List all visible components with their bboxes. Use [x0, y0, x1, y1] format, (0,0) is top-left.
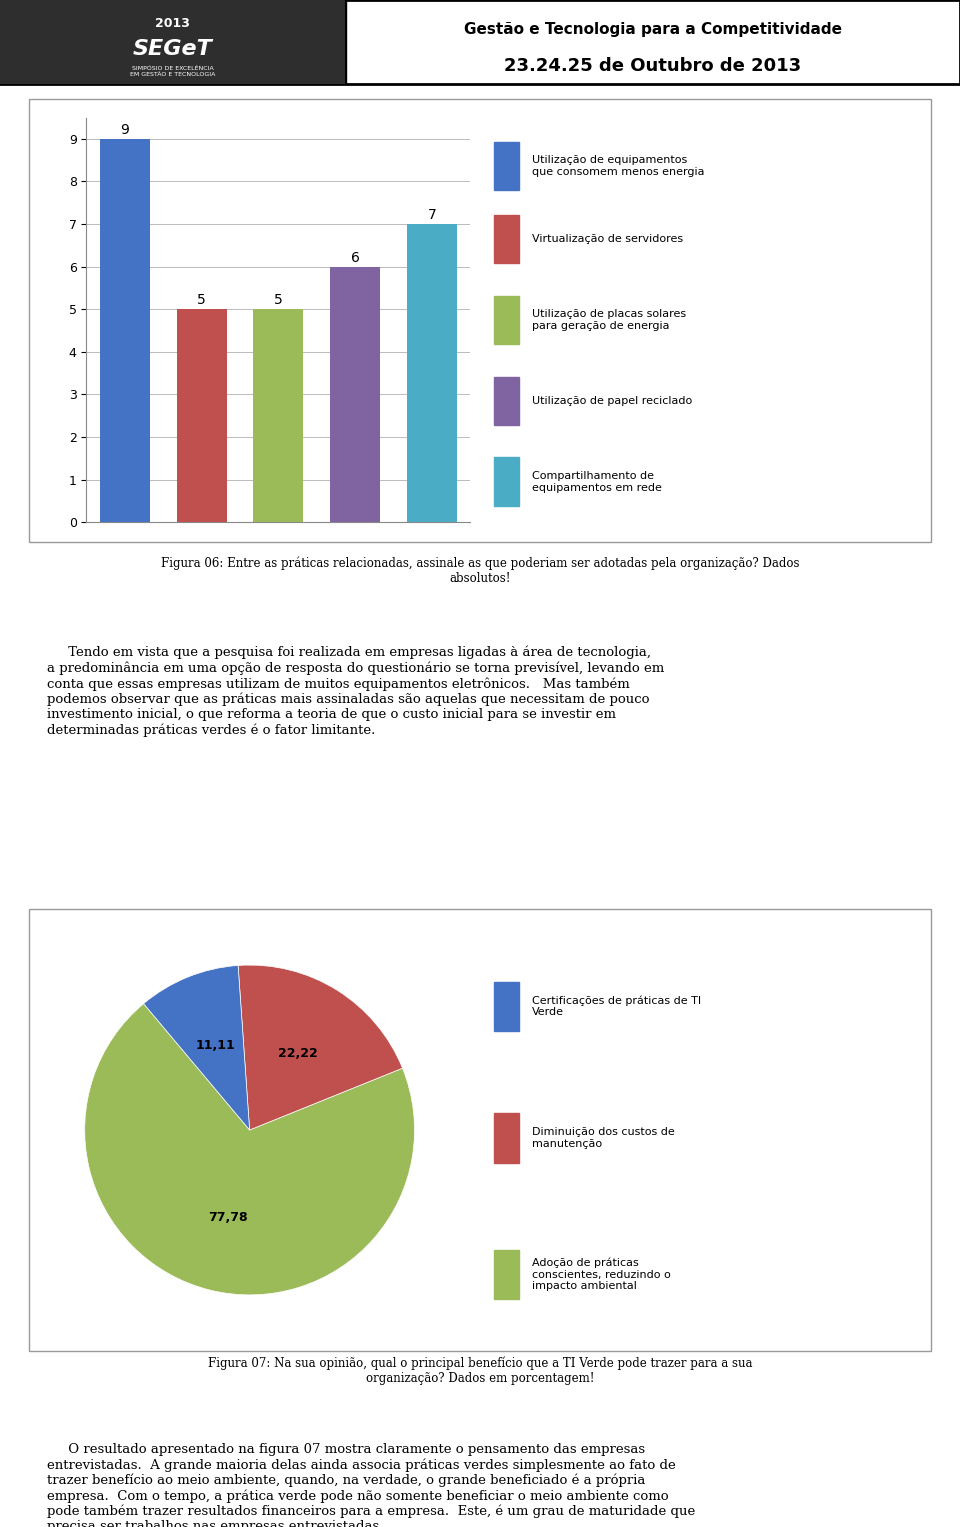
Bar	[100, 139, 150, 522]
FancyBboxPatch shape	[0, 0, 960, 84]
FancyBboxPatch shape	[29, 99, 931, 542]
Text: 77,78: 77,78	[208, 1211, 248, 1225]
Bar	[493, 296, 519, 344]
Text: Adoção de práticas
conscientes, reduzindo o
impacto ambiental: Adoção de práticas conscientes, reduzind…	[532, 1257, 671, 1292]
Bar	[493, 142, 519, 191]
Text: Figura 06: Entre as práticas relacionadas, assinale as que poderiam ser adotadas: Figura 06: Entre as práticas relacionada…	[160, 556, 800, 585]
Wedge shape	[84, 1003, 415, 1295]
Text: 11,11: 11,11	[196, 1040, 235, 1052]
Text: Figura 07: Na sua opinião, qual o principal benefício que a TI Verde pode trazer: Figura 07: Na sua opinião, qual o princi…	[207, 1356, 753, 1385]
Text: 7: 7	[427, 208, 437, 221]
Bar	[493, 215, 519, 263]
Text: Certificações de práticas de TI
Verde: Certificações de práticas de TI Verde	[532, 996, 701, 1017]
Bar	[493, 1113, 519, 1164]
Text: 5: 5	[274, 293, 283, 307]
Text: 22,22: 22,22	[277, 1046, 318, 1060]
Wedge shape	[238, 965, 402, 1130]
Wedge shape	[144, 965, 250, 1130]
Text: Compartilhamento de
equipamentos em rede: Compartilhamento de equipamentos em rede	[532, 470, 661, 493]
Text: 5: 5	[197, 293, 206, 307]
Bar	[253, 310, 303, 522]
Bar	[330, 267, 380, 522]
Text: Utilização de equipamentos
que consomem menos energia: Utilização de equipamentos que consomem …	[532, 156, 705, 177]
Bar	[0, 0, 346, 84]
Text: 6: 6	[350, 250, 360, 264]
Text: Diminuição dos custos de
manutenção: Diminuição dos custos de manutenção	[532, 1127, 675, 1148]
Text: SEGeT: SEGeT	[132, 38, 213, 58]
Text: Tendo em vista que a pesquisa foi realizada em empresas ligadas à área de tecnol: Tendo em vista que a pesquisa foi realiz…	[47, 646, 664, 738]
Text: Utilização de papel reciclado: Utilização de papel reciclado	[532, 395, 692, 406]
Text: SIMPÓSIO DE EXCELÊNCIA
EM GESTÃO E TECNOLOGIA: SIMPÓSIO DE EXCELÊNCIA EM GESTÃO E TECNO…	[131, 66, 215, 76]
Text: Virtualização de servidores: Virtualização de servidores	[532, 234, 683, 244]
Text: O resultado apresentado na figura 07 mostra claramente o pensamento das empresas: O resultado apresentado na figura 07 mos…	[47, 1443, 695, 1527]
FancyBboxPatch shape	[29, 909, 931, 1351]
Bar	[493, 982, 519, 1031]
Bar	[493, 1249, 519, 1299]
Bar	[493, 458, 519, 505]
Bar	[407, 224, 457, 522]
Text: Gestão e Tecnologia para a Competitividade: Gestão e Tecnologia para a Competitivida…	[464, 21, 842, 37]
Bar	[177, 310, 227, 522]
Bar	[493, 377, 519, 425]
Text: 23.24.25 de Outubro de 2013: 23.24.25 de Outubro de 2013	[504, 56, 802, 75]
Text: 2013: 2013	[156, 17, 190, 31]
Text: Utilização de placas solares
para geração de energia: Utilização de placas solares para geraçã…	[532, 308, 686, 331]
Text: 9: 9	[120, 122, 130, 137]
